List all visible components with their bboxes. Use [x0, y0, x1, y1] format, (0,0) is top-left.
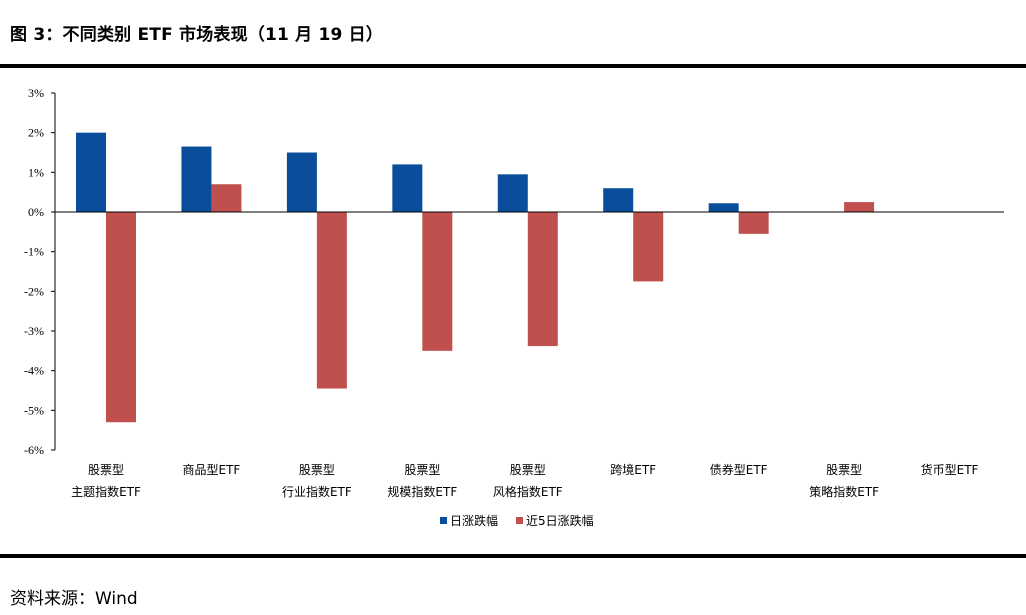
y-tick-label: -6%: [24, 443, 44, 457]
source-note: 资料来源：Wind: [10, 589, 138, 609]
bar-daily-3: [392, 164, 423, 212]
y-tick-label: 3%: [28, 86, 44, 100]
bar-five-day-4: [527, 212, 558, 347]
legend-swatch-0: [440, 517, 447, 524]
y-tick-label: 2%: [28, 126, 44, 140]
legend-label-1: 近5日涨跌幅: [526, 513, 594, 528]
legend: 日涨跌幅 近5日涨跌幅: [440, 513, 594, 528]
category-label: 主题指数ETF: [71, 484, 141, 499]
category-label: 商品型ETF: [183, 462, 241, 477]
bar-daily-5: [603, 188, 634, 212]
category-label: 行业指数ETF: [282, 484, 352, 499]
y-tick-label: 1%: [28, 165, 44, 179]
bar-daily-2: [286, 152, 317, 212]
category-label: 策略指数ETF: [809, 484, 879, 499]
bar-daily-0: [76, 132, 106, 212]
category-label: 股票型: [404, 463, 440, 477]
y-axis: 3% 2% 1% 0% -1% -2% -3% -4% -5% -6%: [24, 86, 56, 457]
category-label: 债券型ETF: [710, 462, 768, 477]
category-label: 货币型ETF: [921, 462, 979, 477]
category-label: 规模指数ETF: [387, 484, 457, 499]
legend-label-0: 日涨跌幅: [450, 513, 498, 528]
bar-daily-4: [497, 174, 528, 212]
bar-daily-1: [181, 146, 212, 212]
bar-five-day-1: [211, 184, 242, 212]
figure-title: 图 3：不同类别 ETF 市场表现（11 月 19 日）: [10, 25, 384, 45]
bar-daily-6: [708, 203, 739, 212]
category-label: 股票型: [510, 463, 546, 477]
bar-five-day-7: [844, 202, 875, 212]
bar-five-day-2: [316, 212, 347, 389]
category-label: 跨境ETF: [610, 462, 656, 477]
top-rule: [0, 64, 1026, 68]
y-tick-label: -1%: [24, 245, 44, 259]
y-tick-label: -5%: [24, 403, 44, 417]
bottom-rule: [0, 554, 1026, 558]
category-label: 股票型: [88, 463, 124, 477]
bar-five-day-0: [106, 212, 136, 423]
category-label: 股票型: [299, 463, 335, 477]
category-label: 股票型: [826, 463, 862, 477]
bar-five-day-6: [738, 212, 769, 234]
bar-five-day-5: [633, 212, 664, 282]
y-tick-label: -4%: [24, 364, 44, 378]
y-tick-label: -2%: [24, 284, 44, 298]
y-tick-label: -3%: [24, 324, 44, 338]
bar-five-day-3: [422, 212, 453, 351]
category-label: 风格指数ETF: [493, 484, 563, 499]
y-tick-label: 0%: [28, 205, 44, 219]
legend-swatch-1: [516, 517, 523, 524]
bars: [76, 132, 875, 423]
